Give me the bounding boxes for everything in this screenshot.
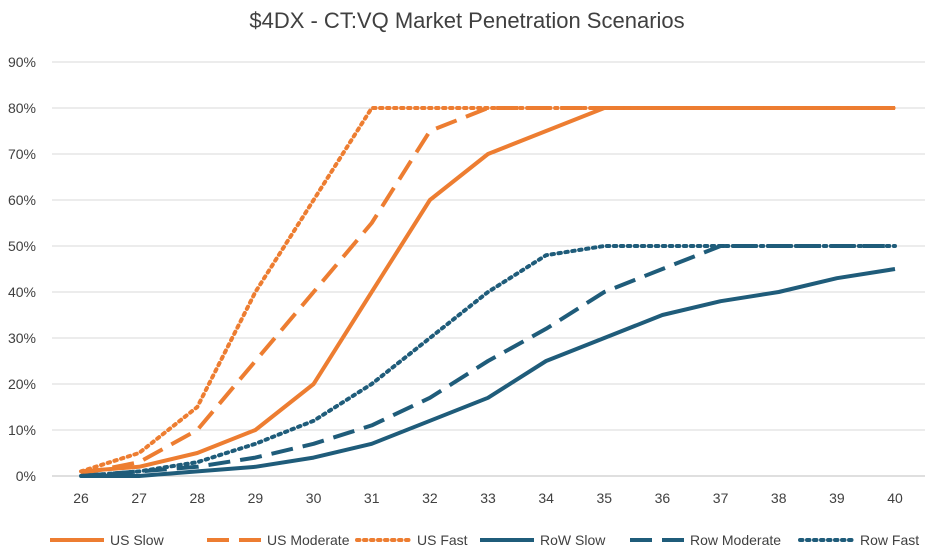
y-tick-label: 70% xyxy=(8,146,36,162)
y-tick-label: 20% xyxy=(8,376,36,392)
series-line-us-fast xyxy=(79,106,897,474)
legend-label: US Slow xyxy=(110,532,165,548)
x-tick-label: 38 xyxy=(771,490,787,506)
y-tick-label: 0% xyxy=(16,468,36,484)
y-tick-label: 90% xyxy=(8,54,36,70)
legend-label: Row Fast xyxy=(860,532,919,548)
legend-label: RoW Slow xyxy=(540,532,606,548)
y-tick-label: 30% xyxy=(8,330,36,346)
y-tick-label: 60% xyxy=(8,192,36,208)
x-tick-label: 37 xyxy=(713,490,729,506)
legend-label: US Moderate xyxy=(267,532,350,548)
y-tick-label: 40% xyxy=(8,284,36,300)
chart-title: $4DX - CT:VQ Market Penetration Scenario… xyxy=(249,8,684,33)
y-tick-label: 80% xyxy=(8,100,36,116)
series-lines xyxy=(79,106,897,478)
x-tick-label: 33 xyxy=(480,490,496,506)
x-tick-label: 28 xyxy=(189,490,205,506)
x-tick-label: 32 xyxy=(422,490,438,506)
x-tick-label: 34 xyxy=(538,490,554,506)
x-tick-label: 40 xyxy=(887,490,903,506)
x-tick-label: 39 xyxy=(829,490,845,506)
legend-label: US Fast xyxy=(417,532,468,548)
x-tick-label: 26 xyxy=(73,490,89,506)
series-line-row-slow xyxy=(81,267,896,478)
x-tick-label: 27 xyxy=(131,490,147,506)
legend: US Slow US Moderate US Fast RoW Slow Row Mod… xyxy=(50,532,919,548)
series-line-row-moderate xyxy=(80,244,895,478)
y-tick-label: 10% xyxy=(8,422,36,438)
series-line-us-slow xyxy=(80,106,895,474)
x-axis-ticks: 26 27 28 29 30 31 32 33 34 35 36 37 38 39 40 xyxy=(73,490,903,506)
y-axis-ticks: 0% 10% 20% 30% 40% 50% 60% 70% 80% 90% xyxy=(8,54,36,484)
series-line-row-fast xyxy=(79,244,897,478)
x-tick-label: 30 xyxy=(306,490,322,506)
legend-label: Row Moderate xyxy=(690,532,781,548)
x-tick-label: 36 xyxy=(655,490,671,506)
x-tick-label: 29 xyxy=(248,490,264,506)
x-tick-label: 35 xyxy=(596,490,612,506)
y-tick-label: 50% xyxy=(8,238,36,254)
x-tick-label: 31 xyxy=(364,490,380,506)
gridlines xyxy=(52,61,925,477)
